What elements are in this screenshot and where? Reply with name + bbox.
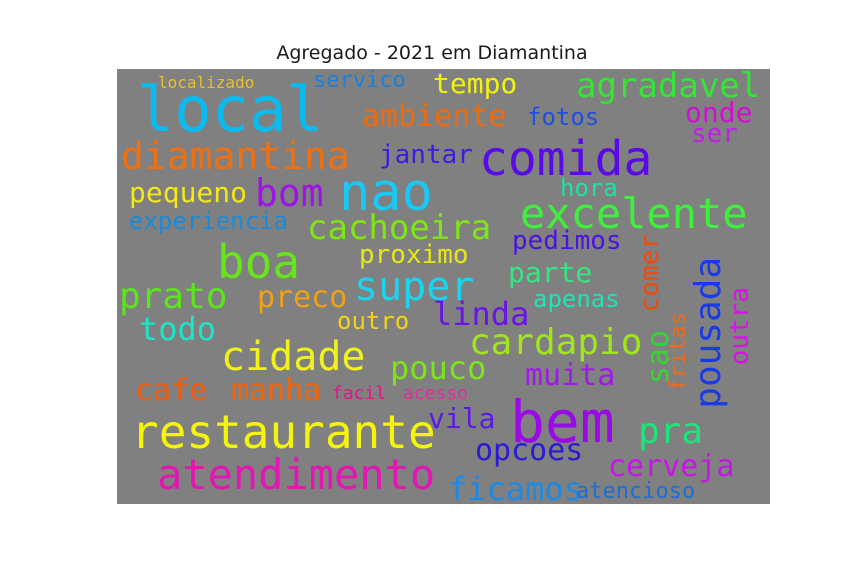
word-ser: ser <box>691 119 738 149</box>
chart-title: Agregado - 2021 em Diamantina <box>276 42 588 64</box>
word-bem: bem <box>510 388 615 456</box>
word-ambiente: ambiente <box>362 99 507 134</box>
word-jantar: jantar <box>379 140 473 170</box>
word-agradavel: agradavel <box>576 69 761 106</box>
word-sao: sao <box>641 330 676 385</box>
word-outro: outro <box>337 307 410 335</box>
word-cafe: cafe <box>135 373 208 408</box>
word-preco: preco <box>257 280 348 315</box>
word-acesso: acesso <box>403 383 469 404</box>
word-manha: manha <box>231 373 322 408</box>
word-vila: vila <box>428 402 496 435</box>
word-pouco: pouco <box>390 349 487 387</box>
word-opcoes: opcoes <box>475 433 584 468</box>
word-localizado: localizado <box>158 73 255 92</box>
word-todo: todo <box>139 310 217 348</box>
word-pequeno: pequeno <box>129 176 248 209</box>
word-excelente: excelente <box>520 189 748 238</box>
word-cerveja: cerveja <box>608 449 735 484</box>
word-nao: nao <box>339 163 433 223</box>
word-hora: hora <box>560 174 618 202</box>
word-fotos: fotos <box>527 103 600 131</box>
word-diamantina: diamantina <box>121 134 350 178</box>
word-restaurante: restaurante <box>131 405 436 459</box>
word-pousada: pousada <box>688 257 729 409</box>
word-comer: comer <box>635 234 665 313</box>
word-local: local <box>137 73 324 146</box>
word-pedimos: pedimos <box>512 226 622 256</box>
word-prato: prato <box>119 276 228 317</box>
word-cloud: localizado servico tempo agradavel local ambi… <box>117 69 770 504</box>
word-tempo: tempo <box>433 69 518 100</box>
word-super: super <box>354 264 475 310</box>
word-parte: parte <box>508 256 593 289</box>
word-facil: facil <box>332 383 387 404</box>
word-atendimento: atendimento <box>157 450 436 499</box>
word-muita: muita <box>525 358 616 393</box>
word-ficamos: ficamos <box>448 470 583 504</box>
word-boa: boa <box>217 235 301 289</box>
word-apenas: apenas <box>533 285 620 313</box>
word-outra: outra <box>725 287 755 366</box>
word-cachoeira: cachoeira <box>307 208 492 248</box>
word-servico: servico <box>313 69 406 93</box>
word-pra: pra <box>638 411 704 452</box>
word-linda: linda <box>433 295 530 333</box>
word-comida: comida <box>479 131 653 187</box>
word-atencioso: atencioso <box>576 479 696 504</box>
word-proximo: proximo <box>359 240 469 270</box>
word-onde: onde <box>685 96 753 129</box>
word-bom: bom <box>255 171 324 215</box>
word-experiencia: experiencia <box>129 207 288 235</box>
word-cidade: cidade <box>221 334 366 380</box>
word-cardapio: cardapio <box>469 322 643 363</box>
